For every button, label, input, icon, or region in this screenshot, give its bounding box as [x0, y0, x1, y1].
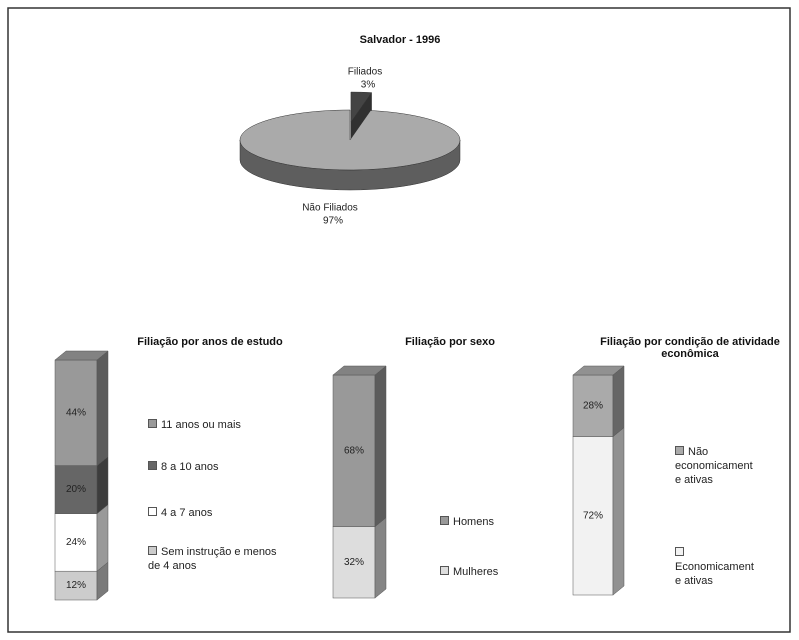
legend-swatch: [675, 547, 684, 556]
data-label: 20%: [66, 484, 86, 495]
data-label: 28%: [583, 400, 603, 411]
chart-title: Filiação por sexo: [405, 336, 495, 348]
legend-swatch: [440, 516, 449, 525]
pie-slice: [350, 91, 373, 143]
legend-label: Sem instrução e menos de 4 anos: [148, 546, 277, 572]
bar-segment: [54, 504, 109, 572]
bar-top: [332, 365, 387, 376]
bar-front: [54, 465, 98, 514]
legend-label: Não economicamente ativas: [675, 446, 753, 486]
legend-item: Economicamente ativas: [675, 546, 757, 588]
bar-segment: [572, 427, 625, 596]
data-label: 72%: [583, 510, 603, 521]
legend-swatch: [148, 461, 157, 470]
legend-swatch: [148, 507, 157, 516]
bar-segment: [54, 561, 109, 601]
pie-top: [350, 91, 373, 123]
bar-side: [96, 456, 109, 515]
bar-side: [96, 350, 109, 467]
bar-top: [572, 365, 625, 376]
data-label: 68%: [344, 445, 364, 456]
legend-item: 4 a 7 anos: [148, 506, 278, 520]
legend-label: 4 a 7 anos: [161, 507, 213, 519]
legend-item: Não economicamente ativas: [675, 445, 757, 487]
bar-segment: [54, 350, 109, 467]
legend-swatch: [148, 546, 157, 555]
frame: [7, 7, 791, 633]
legend-swatch: [675, 446, 684, 455]
legend-item: Homens: [440, 515, 550, 529]
bar-segment: [332, 365, 387, 528]
data-label: 3%: [361, 80, 376, 91]
legend-label: Homens: [453, 516, 494, 528]
data-label: 97%: [323, 216, 343, 227]
bar-segment: [54, 456, 109, 515]
bar-side: [374, 517, 387, 599]
bar-front: [54, 513, 98, 572]
data-label: 32%: [344, 557, 364, 568]
data-label: 12%: [66, 580, 86, 591]
bar-front: [572, 436, 614, 596]
pie-slice: [239, 109, 461, 191]
legend-label: 8 a 10 anos: [161, 461, 219, 473]
bar-segment: [332, 517, 387, 599]
chart-title: Filiação por anos de estudo: [137, 336, 283, 348]
legend-label: Economicamente ativas: [675, 561, 754, 587]
legend-item: 11 anos ou mais: [148, 418, 278, 432]
data-label: 44%: [66, 407, 86, 418]
data-label: Não Filiados: [302, 203, 358, 214]
chart-title: Filiação por condição de atividade econô…: [600, 336, 780, 360]
bar-front: [332, 526, 376, 599]
bar-front: [572, 374, 614, 437]
bar-front: [54, 570, 98, 601]
chart-title: Salvador - 1996: [359, 34, 441, 46]
legend-item: 8 a 10 anos: [148, 460, 278, 474]
legend-swatch: [440, 566, 449, 575]
bar-side: [612, 427, 625, 596]
bar-segment: [572, 365, 625, 438]
pie-top: [239, 109, 461, 171]
bar-side: [374, 365, 387, 528]
legend-item: Mulheres: [440, 565, 550, 579]
legend-label: 11 anos ou mais: [161, 419, 241, 431]
bar-side: [96, 504, 109, 572]
bar-top: [54, 350, 109, 361]
legend-swatch: [148, 419, 157, 428]
data-label: 24%: [66, 537, 86, 548]
data-label: Filiados: [348, 67, 382, 78]
legend-label: Mulheres: [453, 566, 499, 578]
bar-side: [612, 365, 625, 438]
bar-front: [332, 374, 376, 527]
legend-item: Sem instrução e menos de 4 anos: [148, 545, 278, 573]
